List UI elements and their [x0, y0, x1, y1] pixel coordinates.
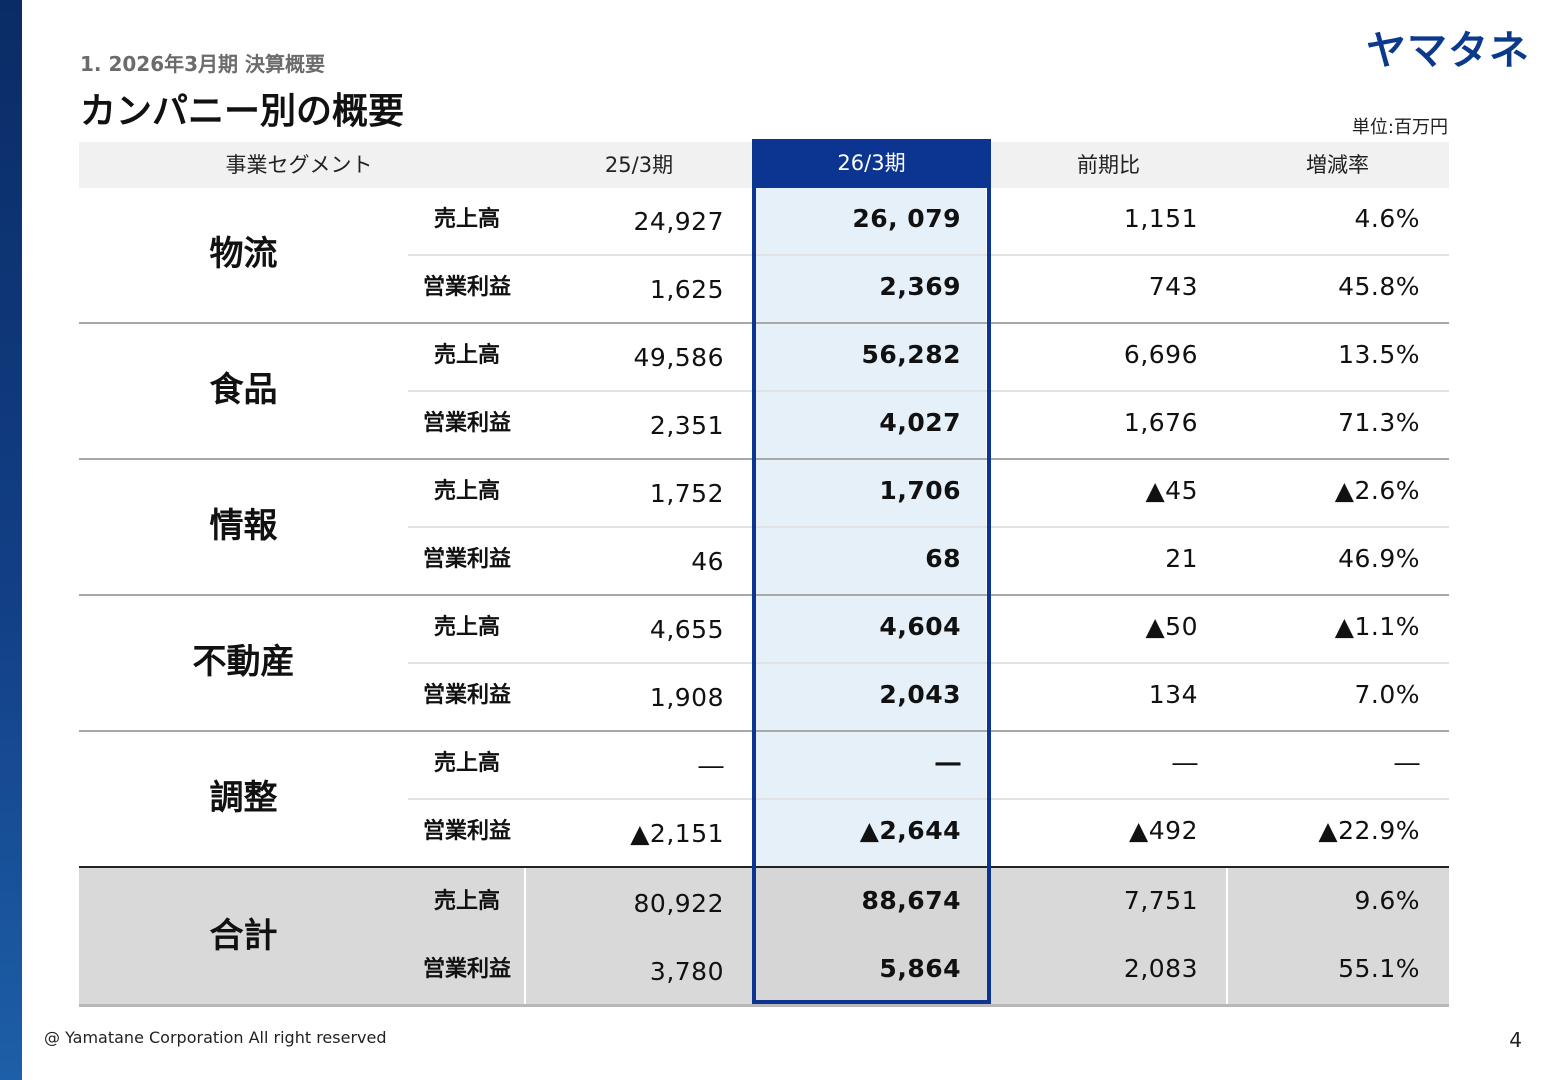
change-rate-value: ▲22.9%: [1318, 816, 1420, 845]
row-divider: [408, 798, 1449, 800]
prev-value: ―: [698, 751, 724, 780]
row-divider: [408, 390, 1449, 392]
segment-name: 調整: [209, 778, 278, 818]
prev-value: 24,927: [633, 207, 724, 236]
current-value: 2,043: [879, 680, 961, 709]
current-value: 56,282: [861, 340, 961, 369]
yoy-diff-value: ▲45: [1145, 476, 1198, 505]
yoy-diff-value: ―: [1172, 748, 1198, 777]
header-segment: 事業セグメント: [225, 153, 373, 177]
prev-value: 4,655: [649, 615, 724, 644]
prev-value: 1,625: [649, 275, 724, 304]
metric-label: 売上高: [433, 479, 500, 504]
metric-label: 営業利益: [422, 819, 511, 844]
current-value: 26, 079: [852, 204, 961, 233]
change-rate-value: 7.0%: [1354, 680, 1420, 709]
change-rate-value: ▲1.1%: [1334, 612, 1420, 641]
prev-value: 49,586: [633, 343, 724, 372]
prev-value: 1,752: [649, 479, 724, 508]
row-divider: [408, 526, 1449, 528]
prev-value: 1,908: [649, 683, 724, 712]
section-label: 1. 2026年3月期 決算概要: [80, 52, 326, 76]
current-value: ▲2,644: [859, 816, 961, 845]
change-rate-value: 71.3%: [1338, 408, 1420, 437]
yoy-diff-value: 134: [1148, 680, 1198, 709]
header-yoy-diff: 前期比: [1077, 153, 1140, 177]
segment-divider: [79, 322, 1449, 324]
current-value: 1,706: [879, 476, 961, 505]
current-value: ―: [935, 748, 961, 777]
segment-divider: [79, 458, 1449, 460]
prev-value: ▲2,151: [630, 819, 724, 848]
header-current-period: 26/3期: [752, 139, 991, 188]
company-logo: ヤマタネ: [1366, 28, 1530, 74]
prev-value: 3,780: [649, 957, 724, 986]
metric-label: 売上高: [433, 615, 500, 640]
copyright-notice: @ Yamatane Corporation All right reserve…: [44, 1028, 387, 1047]
header-change-rate: 増減率: [1306, 153, 1369, 177]
header-prev-period: 25/3期: [604, 153, 674, 177]
prev-value: 46: [691, 547, 724, 576]
metric-label: 売上高: [433, 751, 500, 776]
yoy-diff-value: ▲492: [1129, 816, 1198, 845]
change-rate-value: ▲2.6%: [1334, 476, 1420, 505]
yoy-diff-value: 21: [1165, 544, 1198, 573]
change-rate-value: 55.1%: [1338, 954, 1420, 983]
yoy-diff-value: 2,083: [1123, 954, 1198, 983]
yoy-diff-value: 6,696: [1123, 340, 1198, 369]
total-divider: [79, 866, 1449, 868]
metric-label: 営業利益: [422, 275, 511, 300]
metric-label: 売上高: [433, 207, 500, 232]
change-rate-value: 46.9%: [1338, 544, 1420, 573]
current-period-highlight-frame: [752, 139, 991, 1004]
segment-divider: [79, 730, 1449, 732]
change-rate-value: 45.8%: [1338, 272, 1420, 301]
current-value: 68: [925, 544, 961, 573]
segment-name: 不動産: [192, 642, 295, 682]
current-value: 2,369: [879, 272, 961, 301]
current-value: 88,674: [861, 886, 961, 915]
unit-note: 単位:百万円: [1351, 117, 1448, 138]
change-rate-value: 13.5%: [1338, 340, 1420, 369]
metric-label: 営業利益: [422, 683, 511, 708]
current-value: 4,604: [879, 612, 961, 641]
current-value: 5,864: [879, 954, 961, 983]
metric-label: 売上高: [433, 343, 500, 368]
row-divider: [408, 662, 1449, 664]
change-rate-value: 4.6%: [1354, 204, 1420, 233]
segment-name: 合計: [209, 916, 278, 956]
page-number: 4: [1509, 1028, 1522, 1052]
yoy-diff-value: 1,676: [1123, 408, 1198, 437]
metric-label: 売上高: [433, 889, 500, 914]
segment-divider: [79, 594, 1449, 596]
metric-label: 営業利益: [422, 957, 511, 982]
change-rate-value: ―: [1394, 748, 1420, 777]
yoy-diff-value: 743: [1148, 272, 1198, 301]
column-divider: [1226, 868, 1228, 1004]
segment-name: 物流: [209, 234, 278, 274]
prev-value: 2,351: [649, 411, 724, 440]
left-accent-bar: [0, 0, 22, 1080]
prev-value: 80,922: [633, 889, 724, 918]
change-rate-value: 9.6%: [1354, 886, 1420, 915]
current-value: 4,027: [879, 408, 961, 437]
column-divider: [524, 868, 526, 1004]
row-divider: [408, 254, 1449, 256]
page-title: カンパニー別の概要: [80, 91, 405, 132]
current-period-total-shade: [754, 868, 986, 1004]
yoy-diff-value: ▲50: [1145, 612, 1198, 641]
metric-label: 営業利益: [422, 411, 511, 436]
segment-name: 情報: [209, 506, 278, 546]
segment-name: 食品: [209, 370, 278, 410]
metric-label: 営業利益: [422, 547, 511, 572]
yoy-diff-value: 7,751: [1123, 886, 1198, 915]
yoy-diff-value: 1,151: [1123, 204, 1198, 233]
